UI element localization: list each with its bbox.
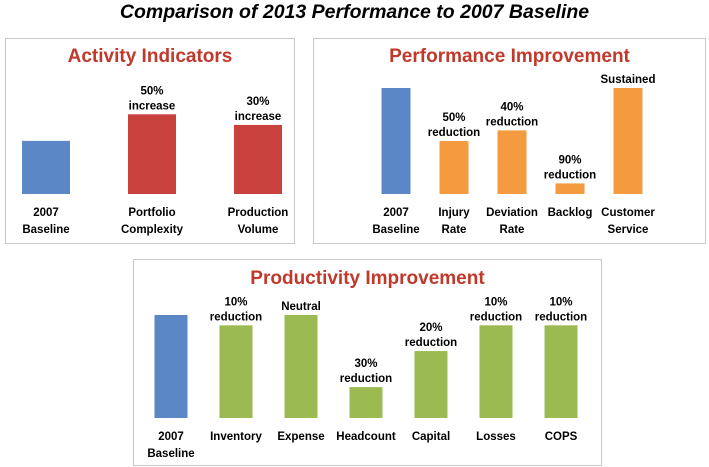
productivity-improvement-chart: 2007 Baseline Inventory 10% reduction Expense… [147, 296, 587, 460]
performance-improvement-panel: Performance Improvement 2007 Baseline Inju… [313, 38, 706, 244]
category-label-expense: Expense [277, 431, 324, 443]
data-label-expense: Neutral [281, 301, 321, 313]
category-label-production-volume: Production Volume [228, 207, 289, 236]
category-label-cops: COPS [545, 431, 578, 443]
data-label-inventory: 10% reduction [210, 296, 262, 323]
category-label-capital: Capital [412, 431, 450, 443]
category-label-headcount: Headcount [336, 431, 396, 443]
activity-indicators-chart: 2007 Baseline Portfolio Complexity 50% increa… [22, 85, 289, 236]
category-label-backlog: Backlog [548, 207, 593, 219]
bar-backlog [555, 183, 585, 194]
category-label-inventory: Inventory [210, 431, 262, 443]
data-label-backlog: 90% reduction [544, 154, 596, 181]
data-label-injury-rate: 50% reduction [428, 112, 480, 139]
bar-customer-service [613, 88, 643, 194]
productivity-improvement-panel: Productivity Improvement 2007 Baseline Inv… [133, 259, 602, 466]
chart-title: Productivity Improvement [250, 268, 485, 289]
bar-headcount [349, 387, 383, 418]
bar-inventory [219, 325, 253, 418]
bar-production-volume [234, 124, 282, 194]
data-label-capital: 20% reduction [405, 322, 457, 349]
data-label-losses: 10% reduction [470, 296, 522, 323]
bar-2007-baseline [381, 88, 411, 194]
bar-2007-baseline [22, 140, 70, 194]
data-label-customer-service: Sustained [601, 74, 656, 86]
data-label-production-volume: 30% increase [235, 96, 282, 123]
category-label-portfolio-complexity: Portfolio Complexity [121, 207, 184, 236]
category-label-2007-baseline: 2007 Baseline [22, 207, 69, 236]
category-label-losses: Losses [476, 431, 516, 443]
category-label-injury-rate: Injury Rate [438, 207, 470, 236]
data-label-deviation-rate: 40% reduction [486, 101, 538, 128]
bar-losses [479, 325, 513, 418]
category-label-deviation-rate: Deviation Rate [486, 207, 538, 236]
category-label-2007-baseline: 2007 Baseline [372, 207, 419, 236]
data-label-cops: 10% reduction [535, 296, 587, 323]
chart-title: Activity Indicators [67, 46, 233, 67]
category-label-customer-service: Customer Service [601, 207, 655, 236]
data-label-headcount: 30% reduction [340, 358, 392, 385]
performance-improvement-chart: 2007 Baseline Injury Rate 50% reduction Deviat… [372, 74, 656, 236]
bar-injury-rate [439, 141, 469, 194]
bar-2007-baseline [154, 315, 188, 418]
bar-capital [414, 351, 448, 418]
bar-expense [284, 315, 318, 418]
chart-title: Performance Improvement [389, 46, 630, 67]
bar-cops [544, 325, 578, 418]
category-label-2007-baseline: 2007 Baseline [147, 431, 194, 460]
bar-portfolio-complexity [128, 114, 176, 194]
bar-deviation-rate [497, 130, 527, 194]
page-title: Comparison of 2013 Performance to 2007 B… [119, 1, 590, 23]
data-label-portfolio-complexity: 50% increase [129, 85, 176, 112]
activity-indicators-panel: Activity Indicators 2007 Baseline Portfoli… [5, 38, 295, 244]
